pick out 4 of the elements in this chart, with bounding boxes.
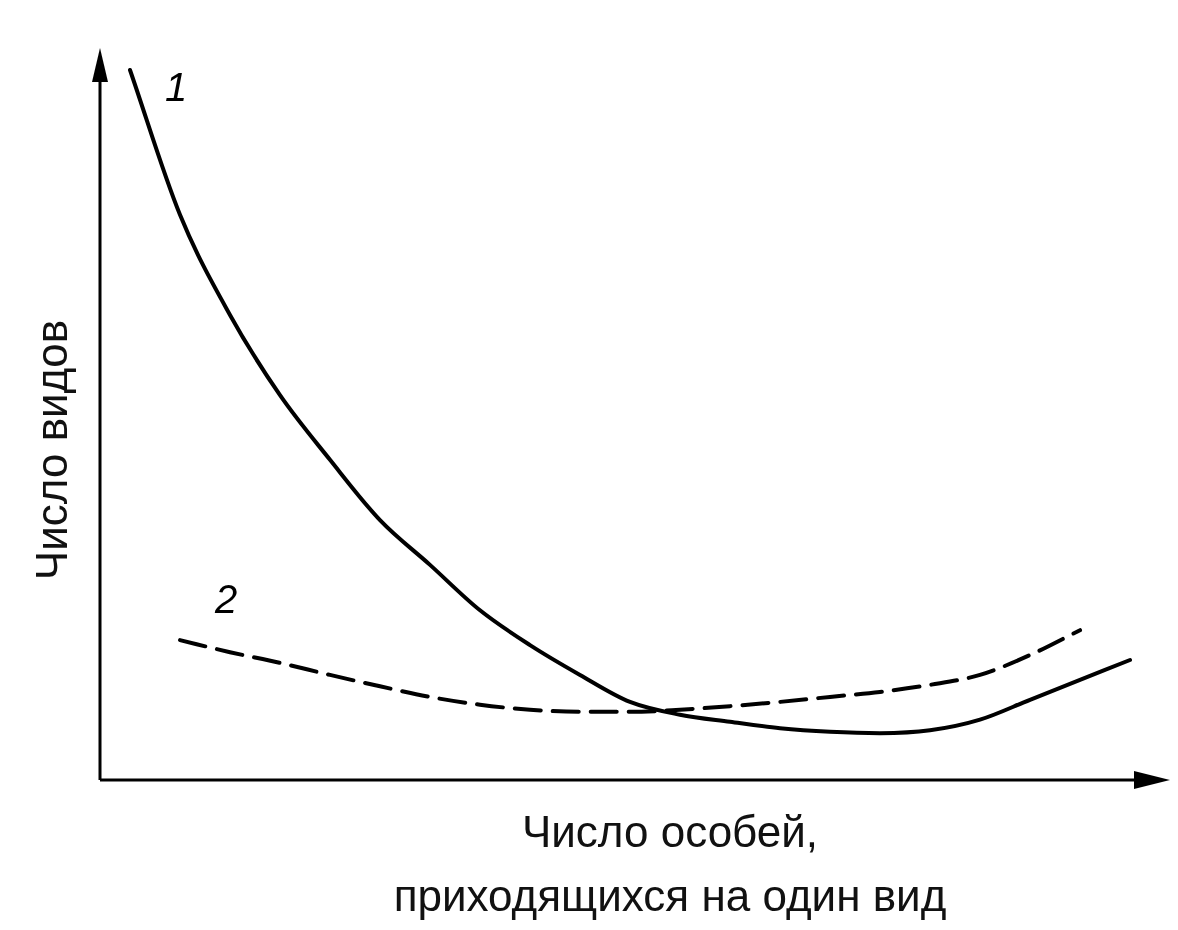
y-axis-title: Число видов	[27, 319, 77, 581]
series-label: 2	[214, 577, 238, 622]
legend-label: 1	[165, 65, 188, 110]
x-axis-title: Число особей, приходящихся на один вид	[392, 806, 948, 922]
